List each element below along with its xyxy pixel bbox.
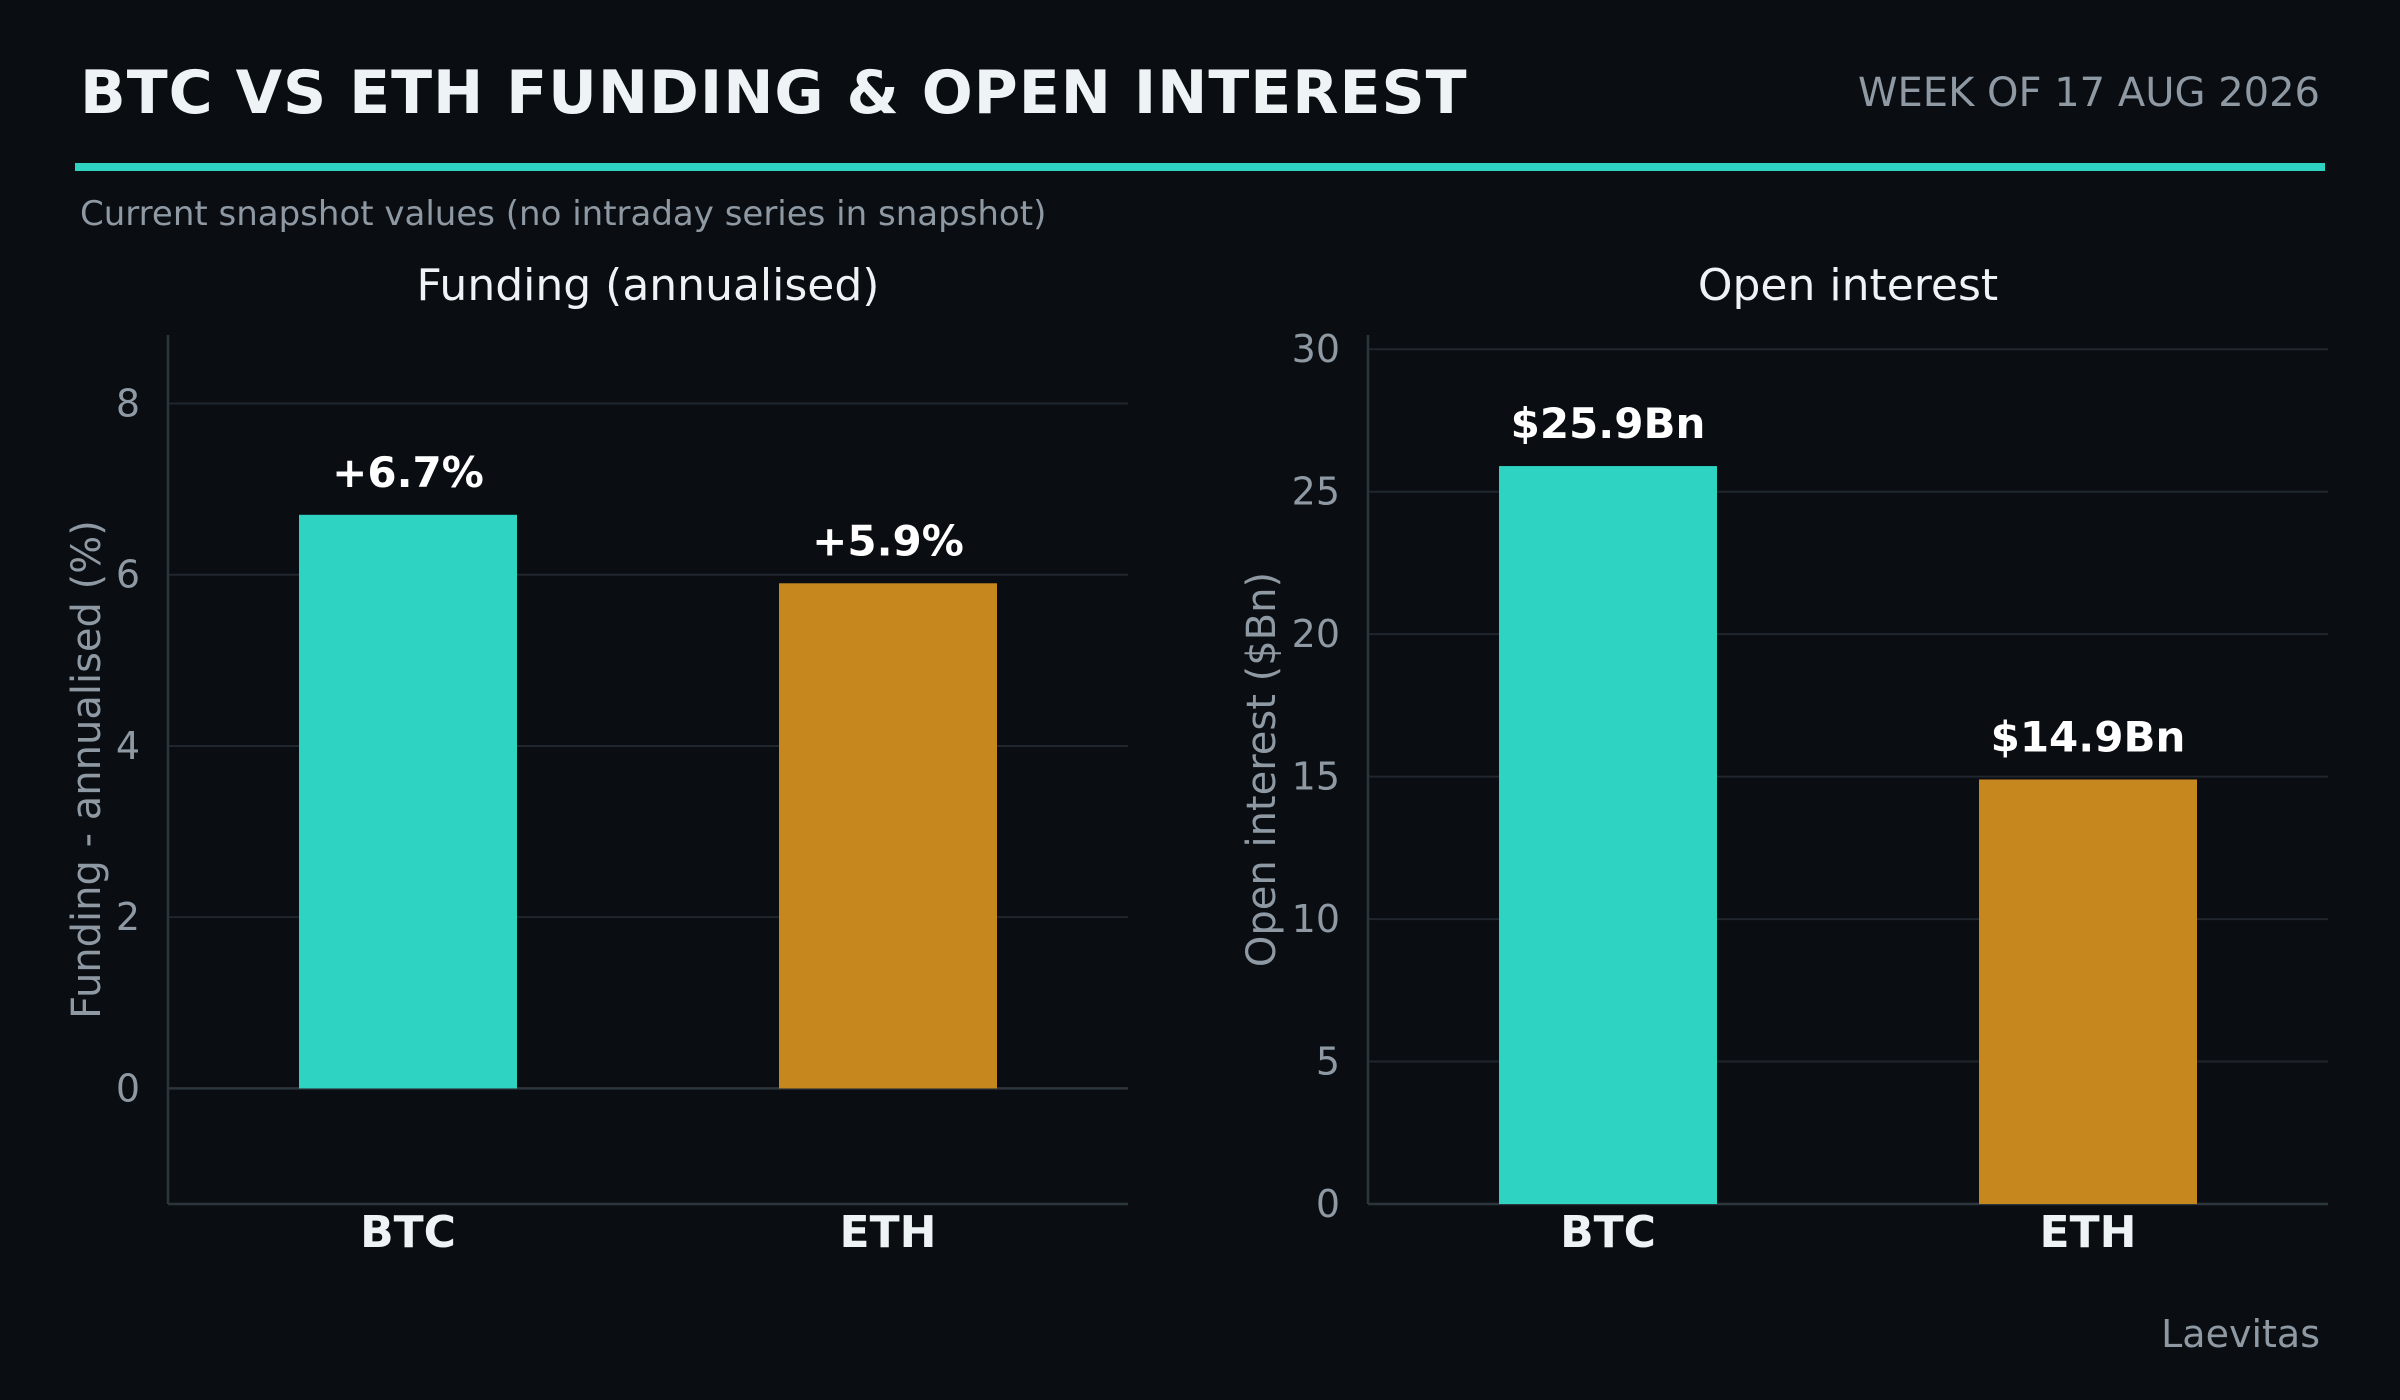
funding-y-tick-label: 2	[116, 895, 140, 939]
oi-chart-title: Open interest	[1698, 260, 1998, 311]
funding-chart-title: Funding (annualised)	[417, 260, 880, 311]
oi-y-tick-label: 20	[1292, 612, 1340, 656]
oi-bar-btc	[1499, 466, 1717, 1205]
accent-divider	[75, 163, 2325, 171]
page-subtitle: Current snapshot values (no intraday ser…	[80, 194, 1047, 234]
oi-y-tick-label: 30	[1292, 327, 1340, 371]
oi-y-tick-label: 10	[1292, 897, 1340, 941]
funding-value-label-btc: +6.7%	[332, 448, 484, 497]
oi-y-tick-label: 15	[1292, 755, 1340, 799]
source-credit: Laevitas	[2161, 1312, 2320, 1356]
oi-y-tick-label: 5	[1316, 1040, 1340, 1084]
funding-y-tick-label: 6	[116, 553, 140, 597]
oi-bar-eth	[1979, 779, 2197, 1204]
page-title: BTC VS ETH FUNDING & OPEN INTEREST	[80, 58, 1468, 128]
oi-value-label-btc: $25.9Bn	[1511, 399, 1706, 448]
oi-y-axis-label: Open interest ($Bn)	[1239, 572, 1285, 967]
week-label: WEEK OF 17 AUG 2026	[1857, 70, 2320, 116]
funding-chart-panel: 0 2 4 6 8 Funding (annualised) Funding - annua…	[64, 260, 1128, 1258]
open-interest-chart-panel: 0 5 10 15 20 25 30 Open interest Open interest (…	[1239, 260, 2328, 1258]
funding-category-label-eth: ETH	[840, 1207, 937, 1258]
funding-y-axis-label: Funding - annualised (%)	[64, 520, 110, 1019]
oi-value-label-eth: $14.9Bn	[1991, 712, 2186, 761]
funding-y-tick-label: 4	[116, 724, 140, 768]
funding-y-tick-label: 0	[116, 1066, 140, 1110]
oi-y-tick-label: 0	[1316, 1182, 1340, 1226]
funding-bar-btc	[299, 514, 517, 1089]
funding-category-label-btc: BTC	[360, 1207, 456, 1258]
oi-category-label-btc: BTC	[1560, 1207, 1656, 1258]
funding-bar-eth	[779, 583, 997, 1089]
funding-y-tick-label: 8	[116, 381, 140, 425]
oi-y-tick-label: 25	[1292, 470, 1340, 514]
funding-value-label-eth: +5.9%	[812, 516, 964, 565]
oi-category-label-eth: ETH	[2040, 1207, 2137, 1258]
